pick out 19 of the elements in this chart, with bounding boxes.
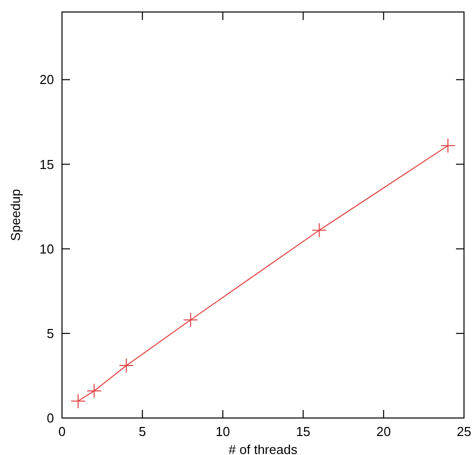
y-tick-label: 0 bbox=[46, 410, 54, 426]
x-tick-label: 15 bbox=[296, 424, 310, 439]
y-axis-title: Speedup bbox=[8, 188, 23, 242]
point bbox=[183, 312, 198, 328]
y-tick-label: 10 bbox=[40, 241, 54, 256]
x-tick-label: 20 bbox=[376, 424, 391, 439]
x-tick-label: 25 bbox=[456, 424, 472, 439]
x-tick-label: 0 bbox=[58, 424, 66, 439]
point bbox=[86, 383, 102, 398]
point bbox=[440, 138, 456, 154]
y-tick-label: 15 bbox=[40, 156, 54, 172]
point bbox=[118, 358, 134, 374]
x-axis-title: # of threads bbox=[228, 442, 298, 455]
point bbox=[70, 394, 86, 409]
x-tick-label: 5 bbox=[138, 424, 146, 439]
x-tick-label: 10 bbox=[216, 424, 230, 439]
y-tick-label: 20 bbox=[40, 72, 54, 88]
point bbox=[312, 222, 327, 238]
y-tick-label: 5 bbox=[46, 326, 54, 341]
